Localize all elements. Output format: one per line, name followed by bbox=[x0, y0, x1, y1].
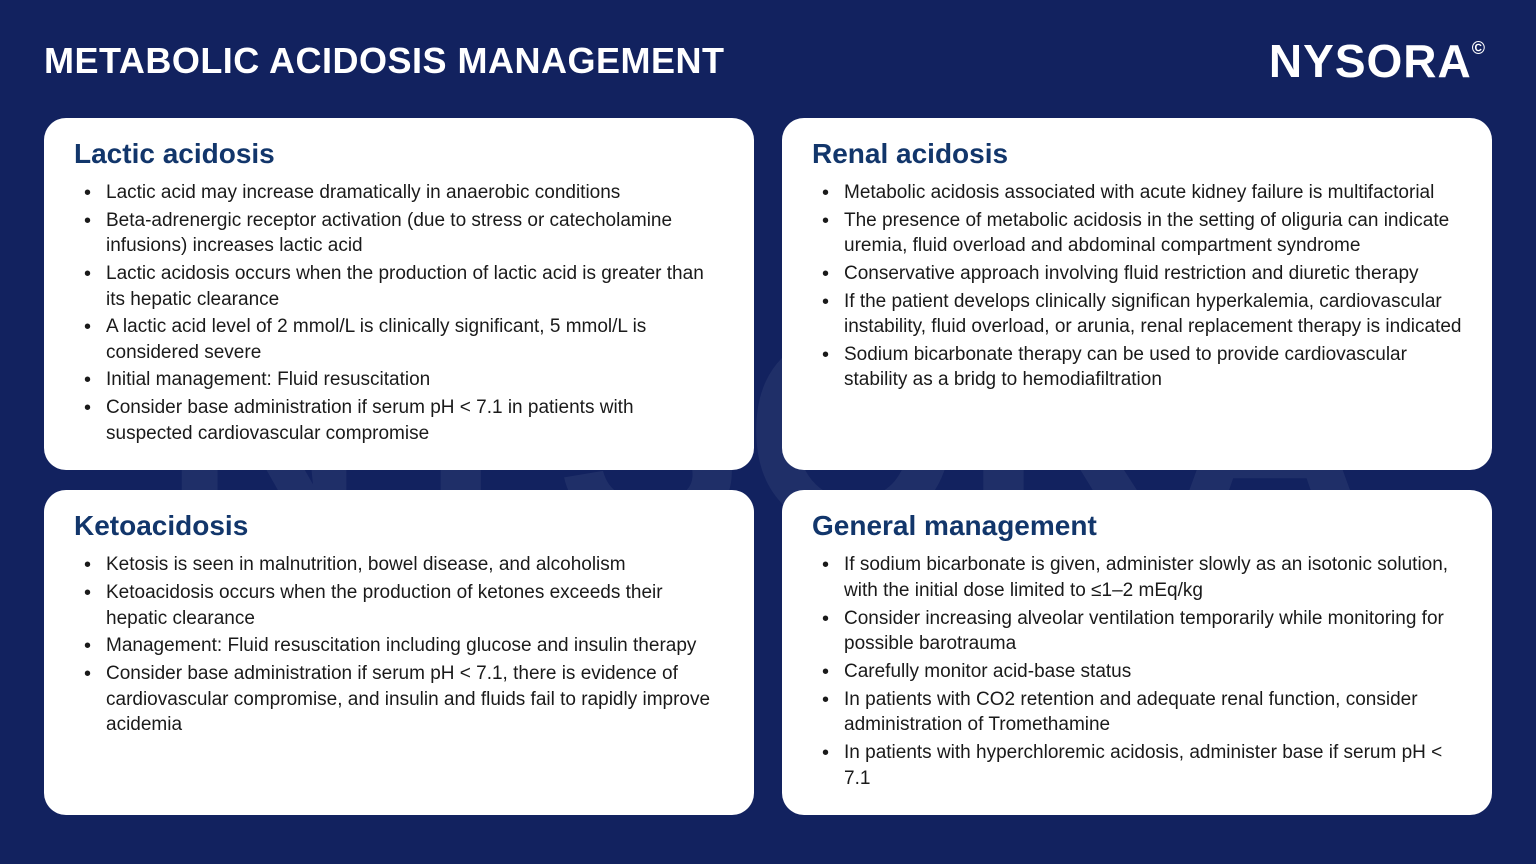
list-item: If the patient develops clinically signi… bbox=[822, 289, 1462, 340]
list-item: Lactic acid may increase dramatically in… bbox=[84, 180, 724, 206]
card-title: Renal acidosis bbox=[812, 138, 1462, 170]
list-item: Carefully monitor acid-base status bbox=[822, 659, 1462, 685]
list-item: Lactic acidosis occurs when the producti… bbox=[84, 261, 724, 312]
card-list: Metabolic acidosis associated with acute… bbox=[812, 180, 1462, 393]
card-list: Ketosis is seen in malnutrition, bowel d… bbox=[74, 552, 724, 737]
list-item: Ketosis is seen in malnutrition, bowel d… bbox=[84, 552, 724, 578]
list-item: A lactic acid level of 2 mmol/L is clini… bbox=[84, 314, 724, 365]
list-item: Consider increasing alveolar ventilation… bbox=[822, 606, 1462, 657]
list-item: If sodium bicarbonate is given, administ… bbox=[822, 552, 1462, 603]
list-item: Conservative approach involving fluid re… bbox=[822, 261, 1462, 287]
card-list: If sodium bicarbonate is given, administ… bbox=[812, 552, 1462, 791]
card-general-management: General management If sodium bicarbonate… bbox=[782, 490, 1492, 815]
card-title: General management bbox=[812, 510, 1462, 542]
list-item: The presence of metabolic acidosis in th… bbox=[822, 208, 1462, 259]
list-item: In patients with CO2 retention and adequ… bbox=[822, 687, 1462, 738]
card-title: Ketoacidosis bbox=[74, 510, 724, 542]
brand-logo: NYSORA© bbox=[1269, 34, 1486, 88]
card-list: Lactic acid may increase dramatically in… bbox=[74, 180, 724, 446]
card-lactic-acidosis: Lactic acidosis Lactic acid may increase… bbox=[44, 118, 754, 470]
card-ketoacidosis: Ketoacidosis Ketosis is seen in malnutri… bbox=[44, 490, 754, 815]
logo-text: NYSORA bbox=[1269, 35, 1472, 87]
list-item: Consider base administration if serum pH… bbox=[84, 661, 724, 738]
header: METABOLIC ACIDOSIS MANAGEMENT NYSORA© bbox=[0, 0, 1536, 106]
list-item: Beta-adrenergic receptor activation (due… bbox=[84, 208, 724, 259]
list-item: Consider base administration if serum pH… bbox=[84, 395, 724, 446]
card-grid: Lactic acidosis Lactic acid may increase… bbox=[0, 106, 1536, 845]
list-item: In patients with hyperchloremic acidosis… bbox=[822, 740, 1462, 791]
list-item: Management: Fluid resuscitation includin… bbox=[84, 633, 724, 659]
page-title: METABOLIC ACIDOSIS MANAGEMENT bbox=[44, 40, 724, 82]
card-title: Lactic acidosis bbox=[74, 138, 724, 170]
list-item: Ketoacidosis occurs when the production … bbox=[84, 580, 724, 631]
card-renal-acidosis: Renal acidosis Metabolic acidosis associ… bbox=[782, 118, 1492, 470]
list-item: Initial management: Fluid resuscitation bbox=[84, 367, 724, 393]
list-item: Metabolic acidosis associated with acute… bbox=[822, 180, 1462, 206]
list-item: Sodium bicarbonate therapy can be used t… bbox=[822, 342, 1462, 393]
copyright-mark: © bbox=[1472, 38, 1486, 58]
